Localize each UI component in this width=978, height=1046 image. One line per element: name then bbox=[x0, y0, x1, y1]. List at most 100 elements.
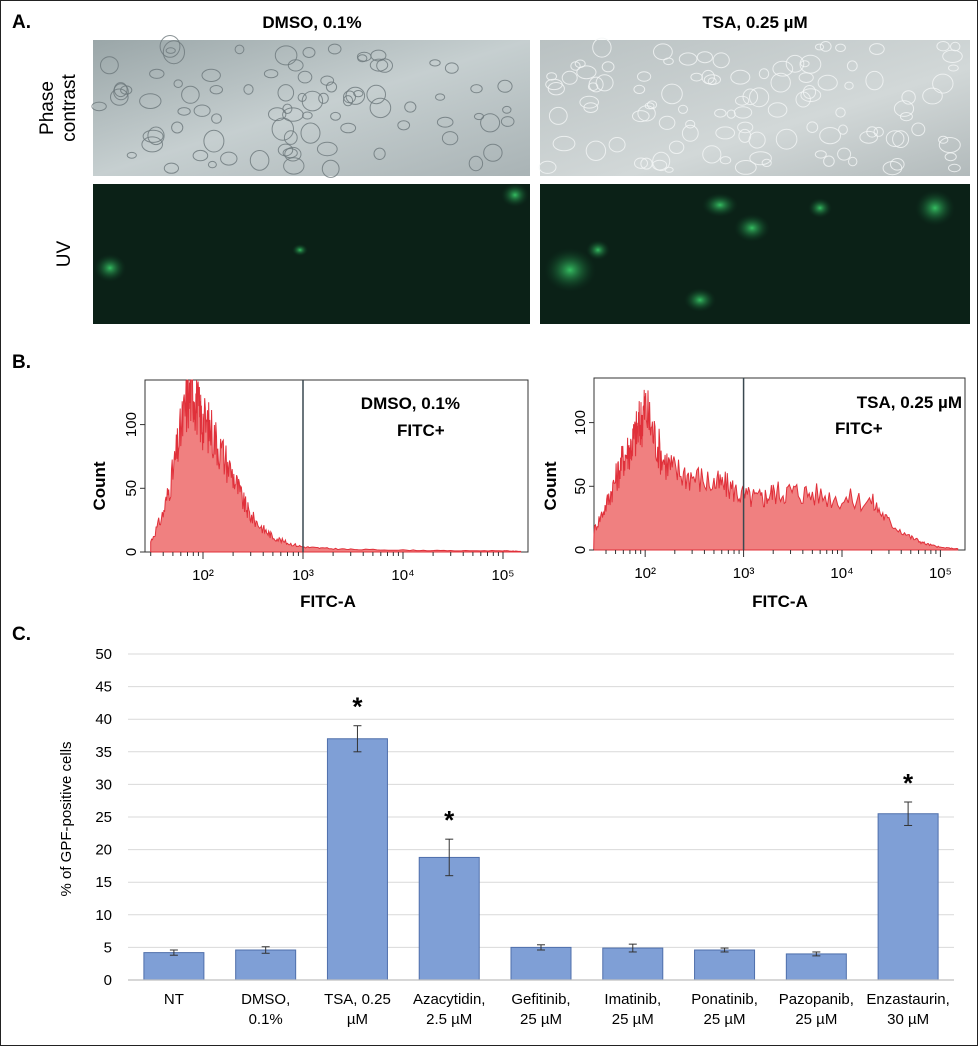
cell-outline bbox=[436, 116, 454, 128]
cell-outline bbox=[865, 70, 884, 91]
bar-y-tick-label: 50 bbox=[95, 646, 112, 663]
cell-outline bbox=[113, 83, 129, 101]
cell-outline bbox=[263, 69, 279, 79]
cell-outline bbox=[181, 85, 200, 104]
bar-category-label: 2.5 µM bbox=[426, 1011, 472, 1028]
bar-category-label: 25 µM bbox=[520, 1011, 562, 1028]
cell-outline bbox=[767, 102, 788, 118]
cell-outline bbox=[681, 124, 699, 142]
cell-outline bbox=[678, 52, 698, 66]
y-tick-label: 0 bbox=[123, 548, 140, 556]
cell-outline bbox=[149, 68, 165, 79]
cell-outline bbox=[798, 72, 814, 83]
panel-a-letter: A. bbox=[12, 12, 31, 33]
bar bbox=[143, 952, 205, 981]
cell-outline bbox=[932, 73, 954, 94]
gate-label-line2: FITC+ bbox=[835, 419, 883, 438]
cell-outline bbox=[300, 122, 321, 144]
cell-outline bbox=[480, 113, 501, 133]
cell-outline bbox=[282, 148, 298, 159]
cell-outline bbox=[885, 130, 905, 148]
cell-outline bbox=[547, 82, 565, 96]
fluorescent-spot bbox=[684, 288, 716, 312]
cell-outline bbox=[353, 90, 364, 98]
cell-outline bbox=[806, 121, 819, 133]
cell-outline bbox=[570, 61, 581, 71]
cell-outline bbox=[171, 121, 184, 134]
cell-outline bbox=[795, 91, 811, 108]
histogram-dmso: DMSO, 0.1% FITC+ Count FITC-A 0 50 100 10²… bbox=[90, 379, 529, 611]
histogram-area-tsa bbox=[593, 389, 959, 551]
cell-outline bbox=[283, 157, 305, 175]
cell-outline bbox=[601, 61, 615, 73]
cell-outline bbox=[702, 145, 722, 164]
cell-outline bbox=[147, 126, 165, 146]
cell-outline bbox=[397, 120, 411, 131]
cell-outline bbox=[552, 135, 576, 152]
cell-outline bbox=[948, 64, 959, 72]
cell-outline bbox=[576, 65, 597, 80]
bar-category-label: DMSO, bbox=[241, 991, 290, 1008]
fluorescent-spot bbox=[808, 198, 832, 218]
cell-outline bbox=[893, 100, 915, 117]
cell-outline bbox=[823, 155, 835, 167]
bar-category-label: Ponatinib, bbox=[691, 991, 758, 1008]
cell-outline bbox=[162, 40, 185, 65]
bar bbox=[602, 947, 664, 981]
cell-outline bbox=[749, 87, 770, 108]
cell-outline bbox=[327, 43, 342, 55]
bar-category-label: 25 µM bbox=[795, 1011, 837, 1028]
bar-y-ticks: 0 5 10 15 20 25 30 35 40 45 50 bbox=[95, 646, 112, 989]
cell-outline bbox=[497, 79, 513, 93]
cell-outline bbox=[873, 126, 884, 137]
uv-spots-tsa bbox=[544, 190, 955, 312]
cell-outline bbox=[100, 56, 119, 75]
bar-category-label: NT bbox=[164, 991, 184, 1008]
cell-outline bbox=[652, 151, 671, 172]
micrograph-phase-dmso bbox=[93, 40, 530, 176]
cell-outline bbox=[835, 107, 846, 118]
cell-outline bbox=[719, 156, 732, 165]
cell-outline bbox=[714, 108, 727, 118]
cell-outline bbox=[142, 129, 164, 143]
cell-outline bbox=[587, 82, 599, 91]
cell-outline bbox=[770, 72, 791, 93]
cell-outline bbox=[201, 68, 221, 83]
cell-outline bbox=[637, 105, 656, 122]
x-tick-label: 10⁴ bbox=[391, 567, 414, 584]
cell-outline bbox=[342, 95, 354, 107]
bar-y-tick-label: 15 bbox=[95, 874, 112, 891]
bar bbox=[694, 949, 756, 981]
cell-outline bbox=[271, 117, 294, 141]
panel-a: A. DMSO, 0.1% TSA, 0.25 µM Phase contras… bbox=[12, 12, 970, 324]
bar-y-tick-label: 40 bbox=[95, 711, 112, 728]
cell-outline bbox=[911, 122, 926, 137]
x-tick-label: 10⁵ bbox=[492, 567, 515, 584]
cell-outline bbox=[634, 157, 648, 169]
cell-outline bbox=[936, 41, 950, 52]
cell-outline bbox=[369, 58, 389, 72]
cell-outline bbox=[357, 54, 368, 63]
cell-outline bbox=[890, 158, 905, 171]
bar-category-label: Azacytidin, bbox=[413, 991, 486, 1008]
bar-category-label: 30 µM bbox=[887, 1011, 929, 1028]
cell-outline bbox=[742, 88, 759, 106]
bar-y-tick-label: 35 bbox=[95, 744, 112, 761]
cell-outline bbox=[297, 70, 313, 84]
cell-outline bbox=[193, 104, 211, 117]
cell-outline bbox=[637, 71, 652, 82]
fluorescent-spot bbox=[915, 190, 955, 226]
cell-outline bbox=[922, 87, 943, 105]
cell-outline bbox=[938, 135, 949, 144]
cell-outline bbox=[126, 151, 137, 159]
bar-x-labels: NT DMSO, 0.1% TSA, 0.25 µM Azacytidin, 2.5 µM G… bbox=[164, 991, 950, 1028]
bar bbox=[510, 946, 572, 981]
cell-outline bbox=[608, 137, 626, 153]
bar bbox=[326, 738, 388, 981]
bar bbox=[418, 856, 480, 981]
cell-outline bbox=[321, 159, 340, 178]
cell-outline bbox=[819, 127, 841, 145]
gate-label-line2: FITC+ bbox=[397, 421, 445, 440]
fluorescent-spot bbox=[734, 214, 770, 242]
